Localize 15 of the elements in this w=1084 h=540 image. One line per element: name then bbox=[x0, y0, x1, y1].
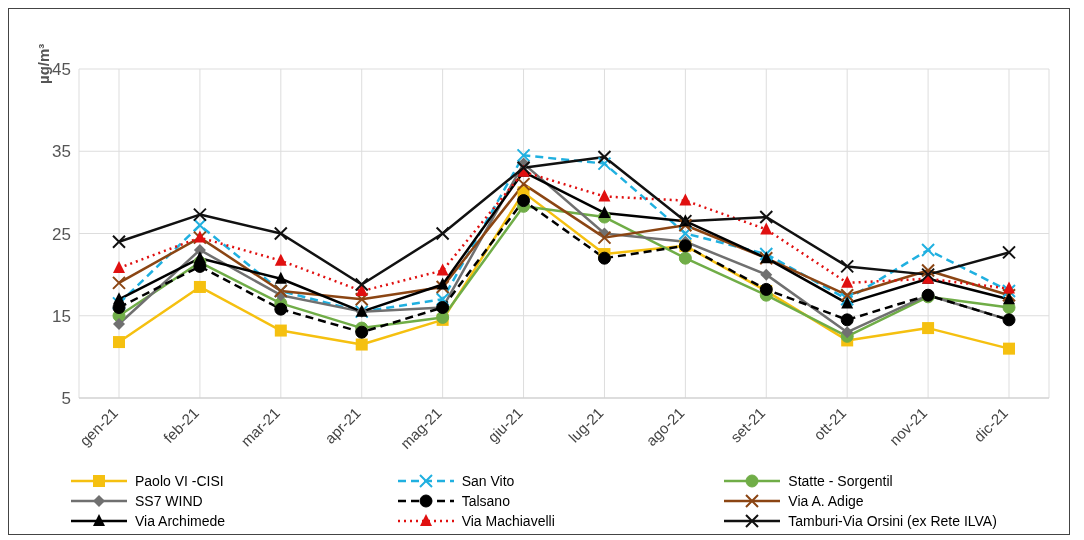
y-tick-label: 15 bbox=[52, 306, 71, 326]
legend-label: Statte - Sorgentil bbox=[788, 473, 893, 489]
legend-label: Via Archimede bbox=[135, 513, 226, 529]
legend-label: SS7 WIND bbox=[135, 493, 203, 509]
legend-label: San Vito bbox=[461, 473, 515, 489]
legend-label: Paolo VI -CISI bbox=[135, 473, 224, 489]
y-tick-label: 35 bbox=[52, 142, 71, 162]
y-tick-label: 45 bbox=[52, 60, 71, 80]
legend-label: Talsano bbox=[461, 493, 510, 509]
y-tick-label: 5 bbox=[61, 389, 71, 409]
legend-label: Via A. Adige bbox=[788, 493, 864, 509]
legend-label: Via Machiavelli bbox=[461, 513, 555, 529]
y-tick-label: 25 bbox=[52, 224, 71, 244]
y-axis-title: µg/m³ bbox=[35, 43, 52, 84]
legend-label: Tamburi-Via Orsini (ex Rete ILVA) bbox=[788, 513, 997, 529]
